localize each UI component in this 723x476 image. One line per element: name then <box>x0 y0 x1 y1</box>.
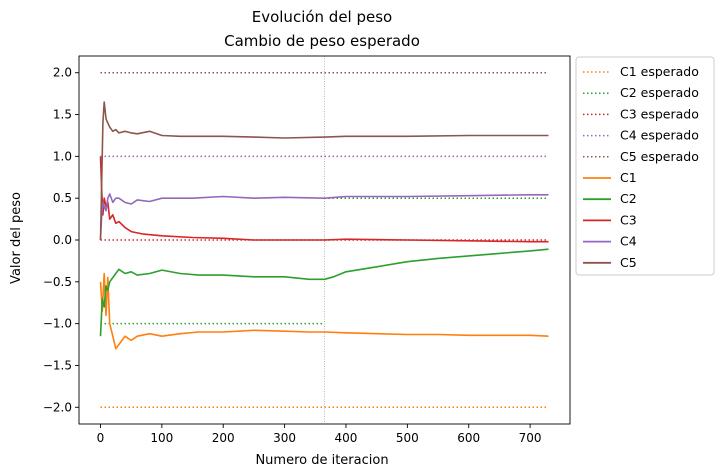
series-c5-line <box>99 101 549 241</box>
x-axis-label: Numero de iteracion <box>255 453 388 468</box>
x-tick-label-300: 300 <box>273 431 296 445</box>
series-c4-line <box>99 193 549 241</box>
series-c3-line <box>99 156 549 243</box>
legend-label-c5: C5 <box>620 255 637 270</box>
y-tick-label-6: 1.0 <box>53 149 72 163</box>
legend: C1 esperado C2 esperado C3 esperado C4 espe… <box>575 56 715 276</box>
plot-area: 0 100 200 300 400 500 600 700 −2.0 −1.5 −1.0 −0.5 0.… <box>43 55 571 445</box>
y-tick-label-2: −1.0 <box>43 317 72 331</box>
legend-label-c5-esperado: C5 esperado <box>620 149 699 164</box>
chart-subtitle: Cambio de peso esperado <box>224 32 420 50</box>
x-tick-label-200: 200 <box>212 431 235 445</box>
legend-label-c1-esperado: C1 esperado <box>620 64 699 79</box>
y-axis-label: Valor del peso <box>9 192 24 284</box>
legend-label-c2: C2 <box>620 191 637 206</box>
y-tick-label-3: −0.5 <box>43 275 72 289</box>
legend-label-c4: C4 <box>620 234 637 249</box>
y-tick-label-0: −2.0 <box>43 400 72 414</box>
legend-label-c1: C1 <box>620 170 637 185</box>
y-tick-label-5: 0.5 <box>53 191 72 205</box>
y-tick-label-8: 2.0 <box>53 66 72 80</box>
y-tick-label-1: −1.5 <box>43 358 72 372</box>
series-c2-line <box>99 248 549 337</box>
legend-label-c4-esperado: C4 esperado <box>620 128 699 143</box>
series-c1-line <box>99 272 549 350</box>
chart-title: Evolución del peso <box>252 8 393 26</box>
legend-label-c3-esperado: C3 esperado <box>620 106 699 121</box>
y-tick-label-7: 1.5 <box>53 108 72 122</box>
x-tick-label-600: 600 <box>457 431 480 445</box>
x-tick-label-500: 500 <box>396 431 419 445</box>
legend-label-c3: C3 <box>620 212 637 227</box>
x-tick-label-700: 700 <box>519 431 542 445</box>
x-tick-label-0: 0 <box>97 431 105 445</box>
legend-label-c2-esperado: C2 esperado <box>620 85 699 100</box>
x-tick-label-100: 100 <box>150 431 173 445</box>
y-tick-label-4: 0.0 <box>53 233 72 247</box>
x-tick-label-400: 400 <box>335 431 358 445</box>
